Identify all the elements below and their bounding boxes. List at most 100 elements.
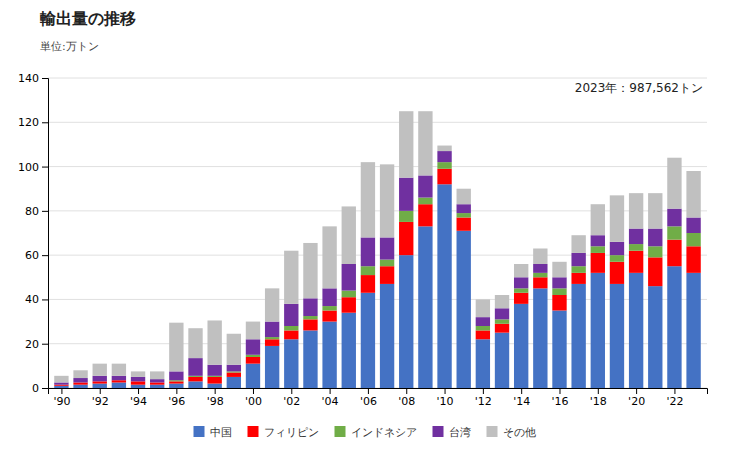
tick-mark: [291, 388, 292, 394]
subtitle: 単位:万トン: [40, 40, 99, 53]
tick: '22: [666, 388, 683, 408]
tick-mark: [42, 344, 48, 345]
bar: [361, 293, 375, 388]
bar: [169, 380, 183, 381]
bar: [227, 373, 241, 377]
x-axis: '90'92'94'96'98'00'02'04'06'08'10'12'14'…: [49, 388, 708, 408]
bar: [667, 209, 681, 227]
tick: '00: [245, 388, 262, 408]
grid-line: [48, 343, 707, 344]
legend: 中国フィリピンインドネシア台湾その他: [194, 426, 536, 439]
bar: [514, 293, 528, 304]
legend-swatch: [433, 426, 444, 437]
tick: '08: [398, 388, 415, 408]
bar: [188, 328, 202, 358]
bar: [591, 204, 605, 235]
tick-mark: [598, 388, 599, 394]
tick: '10: [437, 388, 454, 408]
series: [54, 184, 701, 388]
tick-label: '92: [92, 395, 109, 408]
tick: '02: [283, 388, 300, 408]
bar: [322, 322, 336, 388]
tick-mark: [674, 388, 675, 394]
tick-label: '98: [207, 395, 224, 408]
legend-label: 台湾: [449, 426, 471, 439]
tick-label: 60: [25, 249, 39, 262]
bar: [150, 371, 164, 379]
tick-mark: [42, 122, 48, 123]
bar: [227, 377, 241, 388]
bar: [265, 346, 279, 388]
bar: [399, 255, 413, 388]
tick-label: '90: [53, 395, 70, 408]
grid-line: [48, 122, 707, 123]
bar: [361, 237, 375, 266]
bar: [361, 266, 375, 275]
bar: [514, 277, 528, 288]
bar: [418, 111, 432, 175]
tick-label: '94: [130, 395, 147, 408]
tick-mark: [42, 78, 48, 79]
bar: [303, 330, 317, 388]
bar: [169, 381, 183, 383]
tick-mark: [42, 211, 48, 212]
grid-line: [48, 210, 707, 211]
bar: [418, 198, 432, 205]
bars: [54, 111, 701, 388]
tick-mark: [42, 167, 48, 168]
bar: [591, 246, 605, 253]
bar: [112, 382, 126, 388]
bar: [246, 364, 260, 388]
bar: [476, 317, 490, 326]
tick: '90: [53, 388, 70, 408]
tick-label: '08: [398, 395, 415, 408]
bar: [361, 275, 375, 293]
tick-mark: [636, 388, 637, 394]
bar: [207, 384, 221, 388]
bar: [227, 365, 241, 372]
bar: [150, 379, 164, 382]
grid-line: [48, 78, 707, 79]
tick-mark: [61, 388, 62, 394]
bar: [667, 266, 681, 388]
legend-item: 台湾: [433, 426, 471, 439]
bar: [188, 376, 202, 377]
bar: [93, 384, 107, 388]
bar: [380, 164, 394, 237]
tick-label: 0: [32, 382, 39, 395]
bar: [265, 288, 279, 321]
bar: [648, 246, 662, 257]
plot-area: '90'92'94'96'98'00'02'04'06'08'10'12'14'…: [18, 72, 708, 408]
bar: [648, 257, 662, 286]
bar: [571, 253, 585, 266]
tick-mark: [215, 388, 216, 394]
bar: [437, 162, 451, 169]
bar: [514, 304, 528, 388]
tick-label: '06: [360, 395, 377, 408]
bar: [342, 206, 356, 264]
bar: [380, 260, 394, 267]
bar: [418, 204, 432, 226]
legend-label: 中国: [210, 426, 232, 439]
bar: [342, 297, 356, 313]
bar: [54, 386, 68, 388]
tick-mark: [445, 388, 446, 394]
tick: '20: [628, 388, 645, 408]
bar: [629, 251, 643, 273]
bar: [112, 380, 126, 382]
bar: [73, 370, 87, 378]
bar: [112, 376, 126, 380]
grid: [48, 78, 707, 388]
legend-label: その他: [503, 426, 536, 439]
tick-mark: [100, 388, 101, 394]
tick: '96: [168, 388, 185, 408]
bar: [629, 273, 643, 388]
bar: [571, 235, 585, 253]
bar: [265, 337, 279, 339]
bar: [495, 324, 509, 333]
bar: [131, 377, 145, 381]
bar: [552, 277, 566, 288]
bar: [686, 233, 700, 246]
tick-label: 100: [18, 161, 39, 174]
legend-item: 中国: [194, 426, 232, 439]
